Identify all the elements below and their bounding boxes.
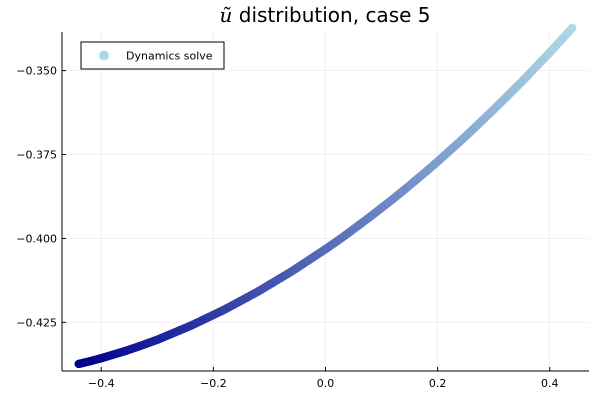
scatter-point bbox=[164, 330, 173, 340]
scatter-point bbox=[209, 310, 218, 320]
scatter-point bbox=[567, 23, 577, 33]
scatter-point bbox=[74, 359, 84, 369]
scatter-point bbox=[130, 343, 140, 353]
x-tick-label: 0.0 bbox=[317, 377, 335, 390]
scatter-point bbox=[332, 237, 341, 246]
chart-title-text: distribution, case 5 bbox=[232, 3, 430, 27]
scatter-point bbox=[85, 357, 95, 366]
scatter-point bbox=[141, 339, 151, 349]
scatter-point bbox=[287, 267, 297, 276]
scatter-point bbox=[153, 335, 162, 344]
scatter-point bbox=[523, 71, 532, 81]
scatter-point bbox=[444, 147, 454, 156]
scatter-point bbox=[388, 194, 397, 204]
scatter-point bbox=[455, 137, 465, 146]
scatter-point bbox=[489, 105, 498, 114]
y-tick-label: −0.425 bbox=[16, 316, 57, 329]
y-tick-label: −0.400 bbox=[16, 232, 57, 245]
scatter-point bbox=[254, 287, 263, 296]
x-tick-label: −0.4 bbox=[88, 377, 115, 390]
scatter-point bbox=[220, 305, 229, 314]
scatter-point bbox=[108, 350, 117, 360]
data-series bbox=[74, 23, 577, 369]
chart-title-symbol: ũ bbox=[220, 3, 233, 27]
y-tick-label: −0.375 bbox=[16, 149, 57, 162]
x-tick-label: 0.4 bbox=[541, 377, 559, 390]
scatter-point bbox=[500, 94, 510, 103]
y-tick-label: −0.350 bbox=[16, 65, 57, 78]
scatter-point bbox=[377, 203, 386, 213]
gridlines bbox=[62, 32, 589, 371]
scatter-point bbox=[366, 212, 375, 221]
legend-marker bbox=[99, 50, 109, 61]
legend: Dynamics solve bbox=[80, 41, 225, 70]
scatter-point bbox=[534, 60, 543, 69]
scatter-point bbox=[422, 167, 431, 176]
scatter-point bbox=[175, 326, 184, 335]
scatter-point bbox=[354, 220, 364, 230]
scatter-point bbox=[511, 83, 521, 92]
scatter-point bbox=[310, 252, 319, 261]
scatter-point bbox=[276, 273, 285, 283]
chart-title: ũ distribution, case 5 bbox=[220, 3, 431, 27]
scatter-point bbox=[231, 299, 240, 308]
scatter-point bbox=[298, 259, 308, 269]
scatter-point bbox=[343, 229, 353, 238]
scatter-point bbox=[399, 185, 409, 195]
x-tick-label: 0.2 bbox=[429, 377, 447, 390]
scatter-point bbox=[97, 354, 106, 363]
scatter-point bbox=[433, 157, 442, 166]
tick-labels: −0.4 −0.2 0.0 0.2 0.4 −0.350 −0.375 −0.400 −0.42… bbox=[16, 65, 558, 390]
scatter-point bbox=[197, 316, 207, 325]
scatter-point bbox=[467, 126, 476, 136]
scatter-point bbox=[265, 280, 274, 289]
scatter-point bbox=[119, 347, 128, 356]
scatter-point bbox=[478, 116, 487, 125]
scatter-point bbox=[321, 244, 330, 254]
scatter-point bbox=[545, 48, 554, 57]
scatter-point bbox=[186, 321, 196, 330]
x-tick-label: −0.2 bbox=[200, 377, 227, 390]
scatter-point bbox=[556, 36, 566, 45]
legend-label: Dynamics solve bbox=[126, 50, 213, 63]
scatter-point bbox=[242, 293, 252, 302]
scatter-point bbox=[411, 176, 420, 185]
